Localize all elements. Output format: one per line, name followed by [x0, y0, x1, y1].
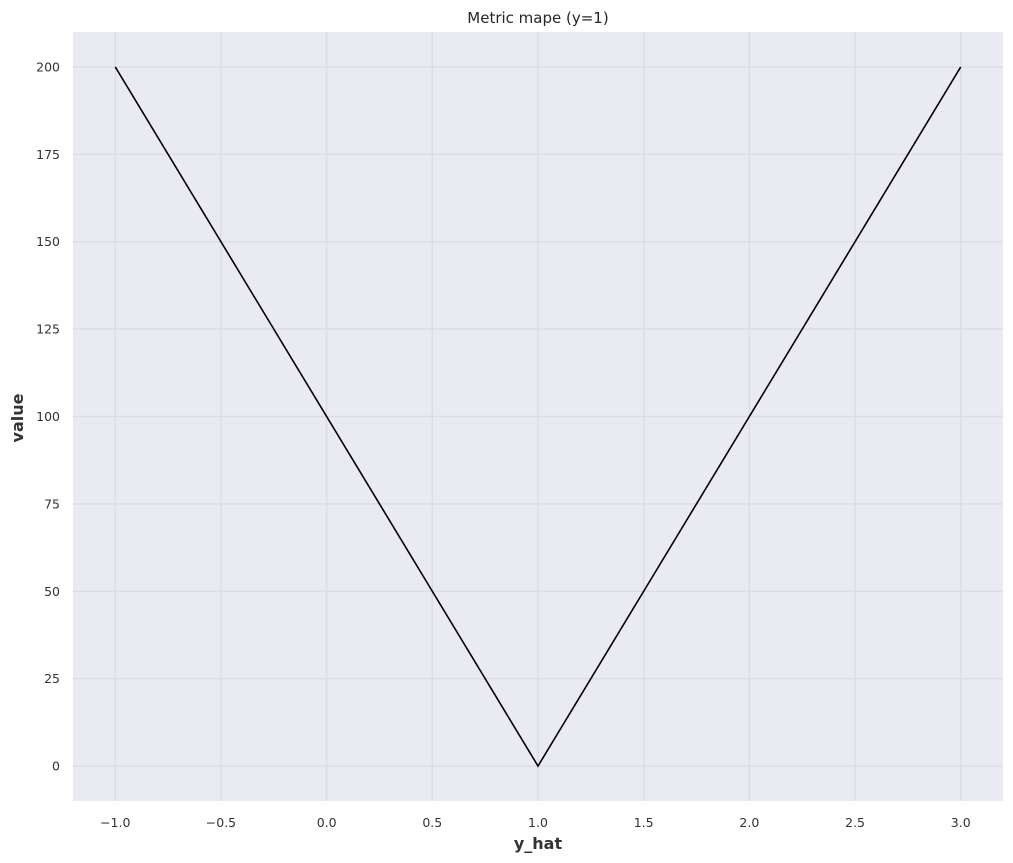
y-tick-label: 100: [36, 409, 60, 424]
series-layer: [114, 66, 962, 768]
y-tick-label: 0: [52, 759, 60, 774]
x-tick-label: 2.5: [845, 815, 865, 830]
y-tick-label: 25: [44, 671, 60, 686]
x-tick-label: 1.0: [528, 815, 548, 830]
y-tick-labels: 0 25 50 75 100 125 150 175 200: [36, 59, 60, 773]
y-tick-label: 125: [36, 322, 60, 337]
y-tick-label: 50: [44, 584, 60, 599]
x-axis-label: y_hat: [514, 834, 563, 853]
x-tick-label: 0.5: [422, 815, 442, 830]
x-tick-label: 3.0: [951, 815, 971, 830]
y-axis-label: value: [8, 393, 27, 442]
y-tick-label: 175: [36, 147, 60, 162]
x-tick-label: 1.5: [634, 815, 654, 830]
y-tick-label: 150: [36, 234, 60, 249]
series-line: [114, 66, 962, 768]
x-tick-label: −1.0: [100, 815, 130, 830]
x-tick-label: 2.0: [739, 815, 759, 830]
y-tick-label: 75: [44, 496, 60, 511]
chart-title: Metric mape (y=1): [467, 9, 608, 27]
x-tick-labels: −1.0 −0.5 0.0 0.5 1.0 1.5 2.0 2.5 3.0: [100, 815, 971, 830]
x-tick-label: 0.0: [317, 815, 337, 830]
y-tick-label: 200: [36, 59, 60, 74]
x-tick-label: −0.5: [206, 815, 236, 830]
